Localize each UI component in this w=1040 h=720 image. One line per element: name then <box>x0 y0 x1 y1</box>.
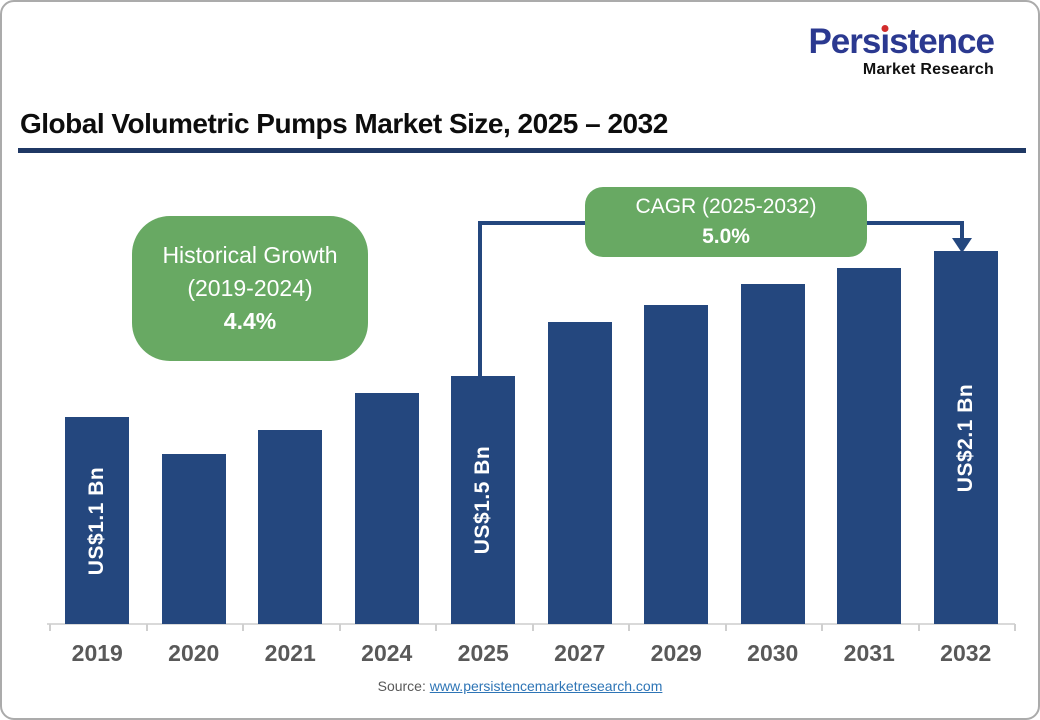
pmr-logo: Persı stence Market Research <box>808 22 995 78</box>
x-tick-label-2030: 2030 <box>747 640 799 666</box>
x-tick-label-2029: 2029 <box>650 640 702 666</box>
x-tick-label-2032: 2032 <box>940 640 992 666</box>
cagr-callout: CAGR (2025-2032) 5.0% <box>585 187 867 257</box>
x-axis-line <box>47 623 1015 625</box>
x-axis-tick <box>917 624 920 631</box>
historical-growth-line2: (2019-2024) <box>187 275 313 301</box>
cagr-value: 5.0% <box>702 225 750 248</box>
bar-2024 <box>354 393 419 624</box>
cagr-arrow-down-icon <box>952 238 972 253</box>
x-axis-tick <box>724 624 727 631</box>
bar-2021 <box>258 430 323 624</box>
x-axis-tick <box>145 624 148 631</box>
title-underline <box>18 148 1026 153</box>
x-axis-tick <box>242 624 244 631</box>
cagr-connector-vertical-2032 <box>960 221 964 240</box>
source-label: Source: <box>377 678 426 694</box>
chart-title: Global Volumetric Pumps Market Size, 202… <box>20 108 668 139</box>
x-axis-tick <box>435 624 437 631</box>
historical-growth-line1: Historical Growth <box>162 242 338 268</box>
x-tick-label-2025: 2025 <box>457 640 509 666</box>
bar-2030 <box>740 284 805 624</box>
pmr-logo-tagline: Market Research <box>862 61 994 78</box>
bar-2031 <box>837 268 902 624</box>
pmr-logo-brand: Persı stence <box>808 22 995 61</box>
historical-growth-callout: Historical Growth (2019-2024) 4.4% <box>132 216 368 361</box>
bar-2027 <box>547 322 612 624</box>
source-link[interactable]: www.persistencemarketresearch.com <box>429 678 663 694</box>
x-tick-label-2031: 2031 <box>843 640 895 666</box>
x-axis-tick <box>338 624 341 631</box>
x-tick-label-2024: 2024 <box>361 640 413 666</box>
bar-2020 <box>161 454 226 624</box>
cagr-connector-vertical-2025 <box>478 221 482 381</box>
logo-dotted-i: ı <box>880 22 890 61</box>
bar-value-label-2032: US$2.1 Bn <box>953 383 977 492</box>
x-tick-label-2027: 2027 <box>554 640 606 666</box>
x-axis-tick <box>1014 624 1016 631</box>
logo-red-dot-icon <box>881 25 889 32</box>
source-line: Source: www.persistencemarketresearch.co… <box>2 678 1038 694</box>
cagr-line1: CAGR (2025-2032) <box>635 195 817 218</box>
x-axis-tick <box>628 624 630 631</box>
bar-2019: US$1.1 Bn <box>65 417 130 624</box>
bar-2032: US$2.1 Bn <box>933 251 998 624</box>
bar-value-label-2025: US$1.5 Bn <box>471 445 495 555</box>
bar-2029 <box>644 305 709 624</box>
x-axis-tick <box>49 624 51 631</box>
x-axis-tick <box>531 624 534 631</box>
historical-growth-value: 4.4% <box>223 308 277 334</box>
x-tick-label-2021: 2021 <box>264 640 316 666</box>
x-tick-label-2019: 2019 <box>71 640 123 666</box>
bar-value-label-2019: US$1.1 Bn <box>85 466 109 575</box>
x-axis-tick <box>821 624 823 631</box>
x-tick-label-2020: 2020 <box>168 640 220 666</box>
bar-2025: US$1.5 Bn <box>451 376 516 624</box>
